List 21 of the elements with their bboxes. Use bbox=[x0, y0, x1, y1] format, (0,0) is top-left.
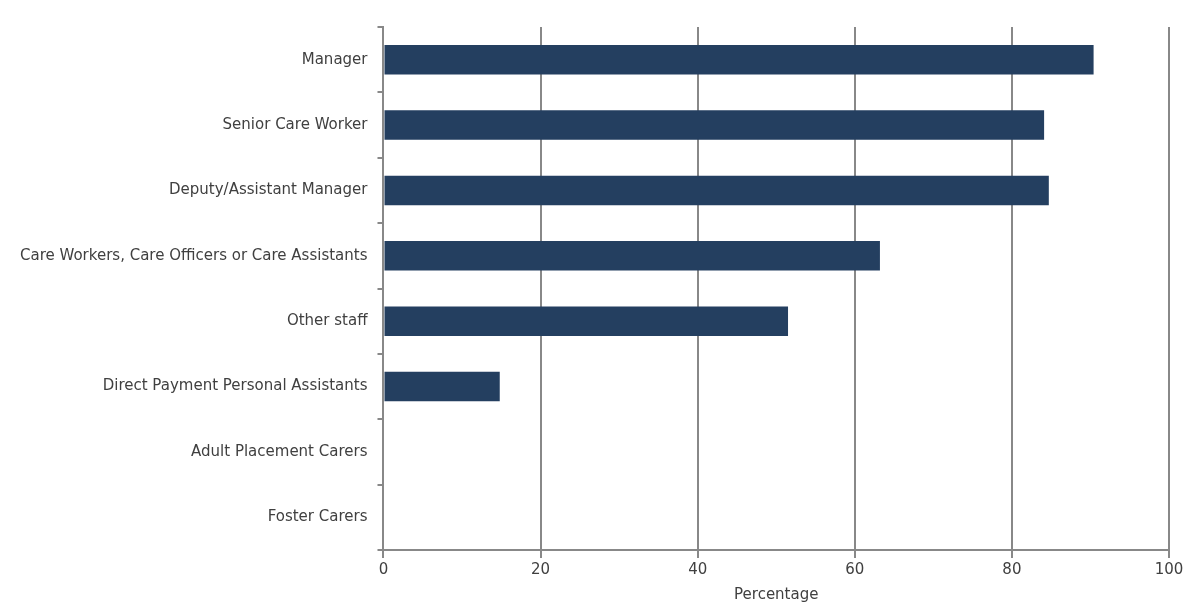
y-tick-label: Adult Placement Carers bbox=[191, 441, 368, 460]
bar bbox=[384, 306, 789, 336]
x-tick-label: 60 bbox=[845, 559, 865, 578]
x-tick-label: 20 bbox=[531, 559, 551, 578]
bar bbox=[384, 44, 1094, 75]
y-tick-label: Foster Carers bbox=[267, 507, 368, 526]
y-tick-label: Manager bbox=[301, 49, 369, 68]
bar bbox=[384, 241, 880, 271]
bar bbox=[384, 110, 1045, 140]
y-tick-label: Direct Payment Personal Assistants bbox=[102, 376, 368, 395]
y-tick-label: Care Workers, Care Officers or Care Assistants bbox=[19, 245, 368, 264]
y-tick-label: Other staff bbox=[286, 311, 369, 330]
y-tick-label: Deputy/Assistant Manager bbox=[169, 180, 369, 199]
x-axis-title: Percentage bbox=[734, 584, 819, 603]
x-tick-label: 0 bbox=[378, 559, 389, 578]
x-tick-label: 100 bbox=[1154, 559, 1184, 578]
x-tick-label: 40 bbox=[688, 559, 708, 578]
bar bbox=[384, 371, 500, 402]
bar bbox=[384, 175, 1049, 206]
x-tick-label: 80 bbox=[1002, 559, 1022, 578]
y-tick-label: Senior Care Worker bbox=[222, 114, 369, 133]
